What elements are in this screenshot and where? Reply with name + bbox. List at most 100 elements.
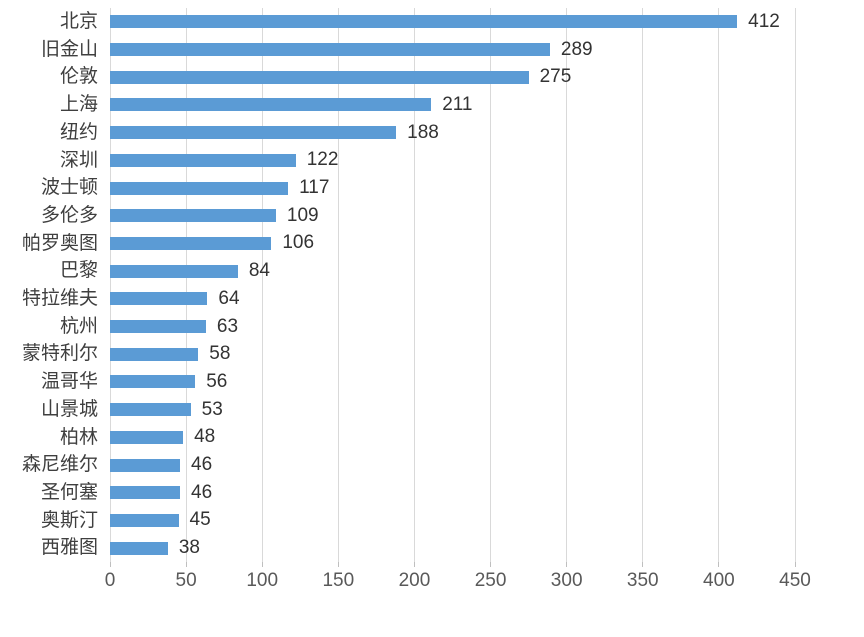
bar-row: 109 [110, 202, 795, 230]
category-label: 圣何塞 [40, 481, 98, 503]
bar-value-label: 289 [560, 38, 593, 60]
bar [110, 513, 179, 527]
gridline [490, 8, 492, 562]
category-label: 蒙特利尔 [21, 343, 98, 365]
bar-row: 48 [110, 424, 795, 452]
x-axis-tick-mark [566, 562, 568, 567]
bar [110, 236, 272, 250]
bar [110, 209, 276, 223]
category-label: 北京 [59, 11, 98, 32]
bar [110, 292, 208, 306]
bar-row: 63 [110, 313, 795, 341]
category-label: 波士顿 [40, 177, 98, 199]
x-axis-tick-mark [109, 562, 111, 567]
gridline [413, 8, 415, 562]
bar-row: 46 [110, 451, 795, 479]
bar [110, 70, 529, 84]
bar-value-label: 275 [539, 66, 572, 88]
bar-row: 58 [110, 340, 795, 368]
x-axis-tick-label: 300 [550, 570, 583, 591]
bar-row: 46 [110, 479, 795, 507]
category-label: 柏林 [59, 426, 98, 448]
bar-value-label: 58 [209, 343, 231, 365]
bar-row: 211 [110, 91, 795, 119]
bar-row: 53 [110, 396, 795, 424]
bar-row: 117 [110, 174, 795, 202]
x-axis-tick-label: 350 [626, 570, 659, 591]
bar-value-label: 38 [178, 537, 200, 559]
x-axis-tick-mark [337, 562, 339, 567]
bar-row: 84 [110, 257, 795, 285]
bar-value-label: 56 [206, 370, 228, 392]
x-axis-tick-label: 150 [322, 570, 355, 591]
category-label: 森尼维尔 [21, 454, 98, 476]
x-axis-tick-mark [718, 562, 720, 567]
bar-value-label: 106 [282, 232, 315, 254]
x-axis-tick-mark [642, 562, 644, 567]
gridline [642, 8, 644, 562]
bar [110, 43, 550, 57]
bar-value-label: 46 [191, 481, 213, 503]
bar-value-label: 63 [216, 315, 239, 337]
x-axis-tick-label: 450 [779, 570, 811, 591]
bar [110, 375, 196, 389]
gridline [718, 8, 720, 562]
bar-row: 106 [110, 230, 795, 258]
category-label: 上海 [59, 94, 98, 116]
bar-value-label: 48 [194, 426, 216, 448]
y-axis-category-labels: 北京 旧金山 伦敦 上海 纽约 深圳 波士顿 多伦多 帕罗奥图 巴黎 特拉维夫 杭州 蒙特利尔 温哥华 山景… [0, 8, 102, 562]
x-axis-tick-mark [413, 562, 415, 567]
category-label: 旧金山 [40, 38, 98, 60]
category-label: 纽约 [59, 121, 98, 143]
bar [110, 541, 168, 555]
category-label: 巴黎 [59, 260, 98, 282]
category-label: 温哥华 [40, 371, 98, 393]
bar [110, 181, 289, 195]
category-label: 深圳 [59, 149, 98, 171]
plot-area: 412 289 275 211 188 122 117 109 106 84 64 63 58 56 53 4… [109, 8, 796, 562]
bar-row: 56 [110, 368, 795, 396]
bar [110, 430, 184, 444]
bar [110, 347, 199, 361]
bar-row: 412 [110, 8, 795, 36]
bar-value-label: 109 [286, 204, 319, 226]
x-axis-tick-label: 100 [246, 570, 279, 591]
bar-row: 45 [110, 507, 795, 535]
bar-row: 122 [110, 147, 795, 175]
category-label: 多伦多 [40, 204, 98, 226]
gridline [337, 8, 339, 562]
bar-row: 38 [110, 534, 795, 562]
category-label: 特拉维夫 [21, 288, 98, 309]
category-label: 山景城 [40, 398, 98, 420]
gridline [566, 8, 568, 562]
bar [110, 153, 296, 167]
x-axis-tick-mark [185, 562, 187, 567]
bar-value-label: 412 [748, 10, 780, 32]
bar-value-label: 122 [306, 149, 339, 171]
category-label: 帕罗奥图 [21, 232, 98, 254]
category-label: 奥斯汀 [40, 509, 98, 531]
gridline [109, 8, 111, 562]
bar-value-label: 46 [191, 454, 213, 476]
bar [110, 98, 432, 112]
bar-value-label: 211 [442, 93, 473, 115]
bar-row: 275 [110, 63, 795, 91]
x-axis-tick-label: 0 [104, 570, 116, 591]
gridline [185, 8, 187, 562]
bar [110, 458, 181, 472]
gridline [794, 8, 796, 562]
x-axis-tick-label: 200 [398, 570, 431, 591]
x-axis-tick-mark [261, 562, 263, 567]
x-axis-tick-mark [490, 562, 492, 567]
bar-row: 289 [110, 36, 795, 64]
bar [110, 15, 738, 29]
gridline [261, 8, 263, 562]
bar-value-label: 45 [189, 509, 211, 531]
category-label: 杭州 [59, 315, 98, 337]
category-label: 西雅图 [40, 537, 98, 559]
bar-value-label: 117 [299, 177, 330, 199]
bar-value-label: 84 [248, 260, 270, 282]
x-axis: 0 50 100 150 200 250 300 350 400 450 [105, 562, 811, 602]
x-axis-tick-label: 400 [703, 570, 735, 591]
x-axis-tick-mark [794, 562, 796, 567]
